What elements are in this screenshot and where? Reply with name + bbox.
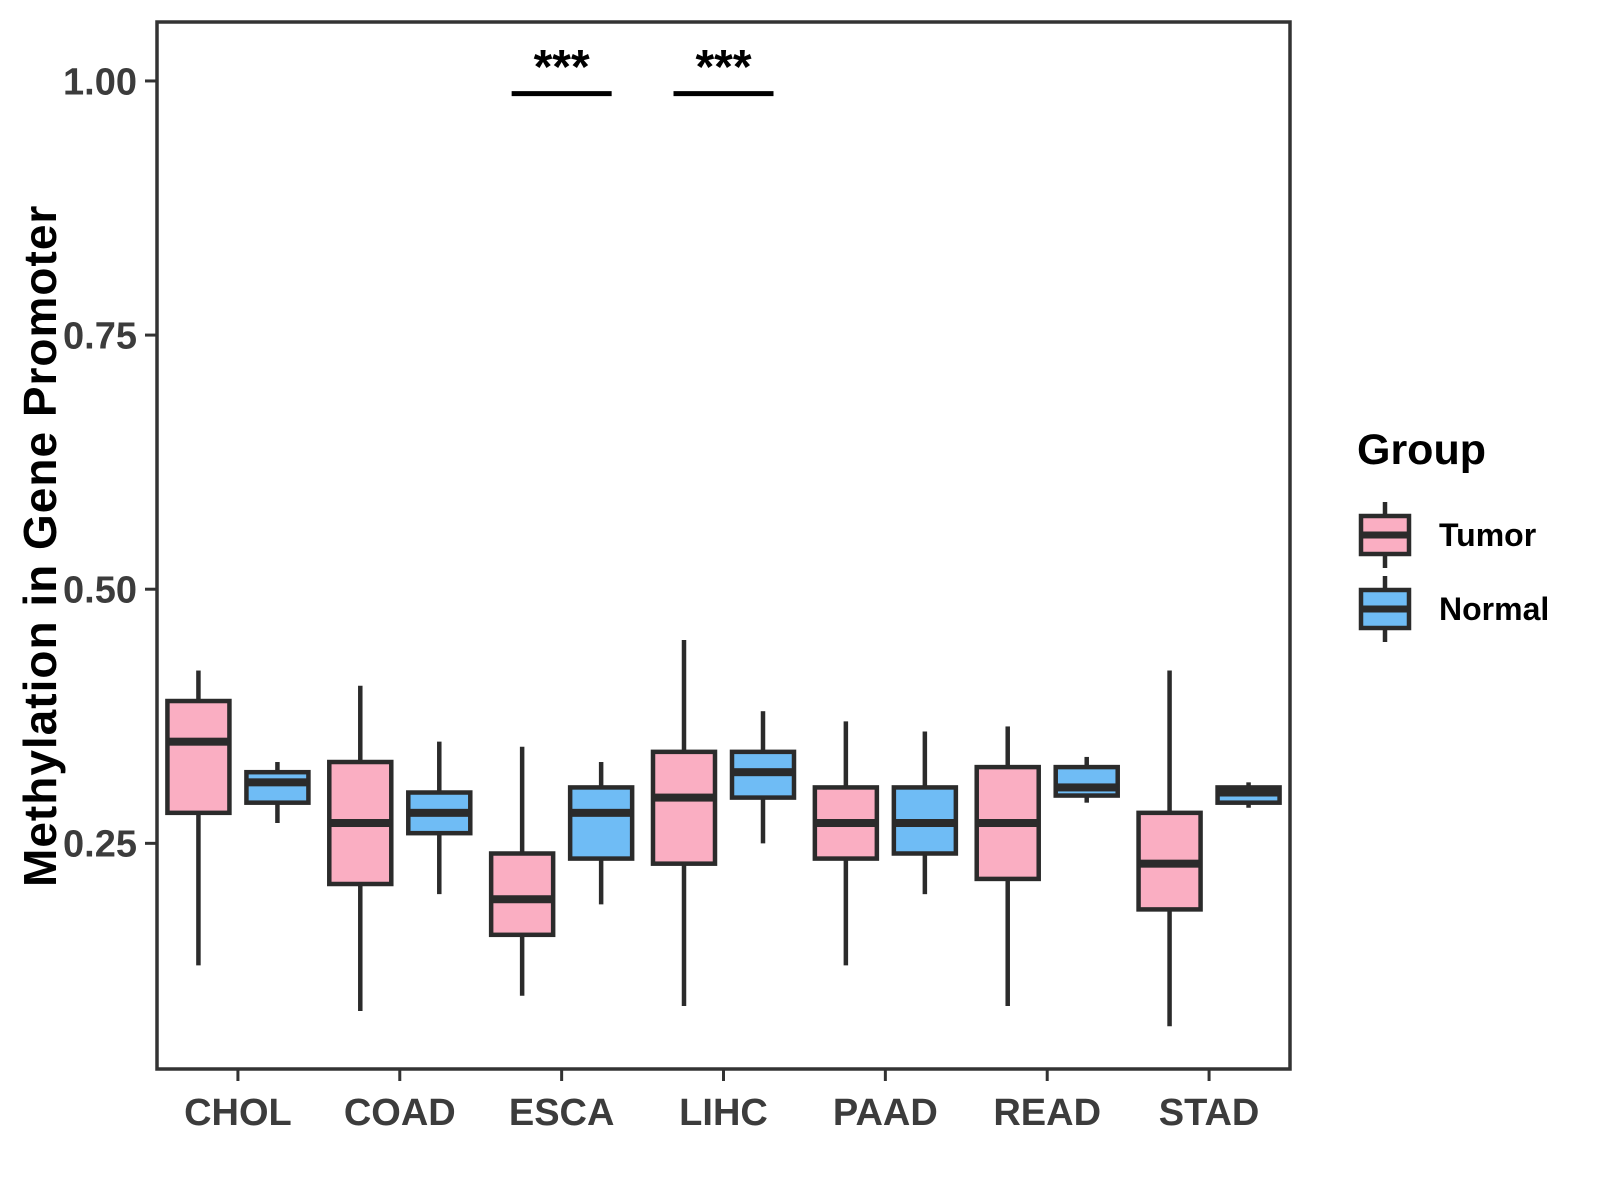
x-tick-label: LIHC [679,1092,768,1134]
legend-item-tumor: Tumor [1357,501,1549,569]
normal-box-CHOL-median [246,778,309,787]
legend-key-normal-icon [1358,576,1412,642]
legend-label-tumor: Tumor [1439,516,1537,553]
x-tick-label: READ [993,1092,1101,1134]
y-tick-label: 1.00 [63,61,137,103]
tumor-box-CHOL [165,698,232,816]
normal-box-STAD-median [1217,788,1280,797]
x-tick-label: ESCA [509,1092,615,1134]
tumor-box-PAAD-median [814,819,877,828]
x-tick-label: COAD [344,1092,456,1134]
tumor-box-STAD-median [1138,859,1201,868]
legend: Group Tumor Normal [1357,426,1549,649]
y-tick-label: 0.25 [63,824,137,866]
x-tick-label: PAAD [833,1092,938,1134]
normal-box-ESCA-median [570,808,633,817]
y-tick-label: 0.50 [63,570,137,612]
significance-label-ESCA: *** [534,41,590,94]
tumor-box-CHOL-median [167,737,230,746]
normal-box-LIHC-median [732,768,794,777]
normal-box-ESCA [567,785,635,861]
tumor-box-LIHC-median [653,793,715,802]
panel-border [155,20,1292,1071]
legend-title: Group [1357,426,1486,474]
y-tick-label: 0.75 [63,315,137,357]
normal-box-READ-median [1055,783,1118,792]
significance-label-LIHC: *** [695,41,751,94]
significance-bar-ESCA [511,91,612,97]
normal-box-CHOL [244,769,311,805]
legend-label-normal: Normal [1439,590,1550,627]
normal-box-PAAD-median [893,819,956,828]
tumor-box-ESCA-median [491,895,554,904]
legend-key-tumor-icon [1358,502,1412,568]
legend-item-normal: Normal [1357,575,1549,643]
tumor-box-READ-median [976,819,1039,828]
tumor-box-LIHC [650,749,718,866]
tumor-box-COAD-median [329,819,392,828]
x-tick-label: STAD [1159,1092,1260,1134]
panel-background [157,22,1290,1069]
tumor-box-ESCA [488,851,556,938]
significance-bar-LIHC [673,91,774,97]
normal-box-COAD-median [408,808,471,817]
x-tick-label: CHOL [184,1092,292,1134]
